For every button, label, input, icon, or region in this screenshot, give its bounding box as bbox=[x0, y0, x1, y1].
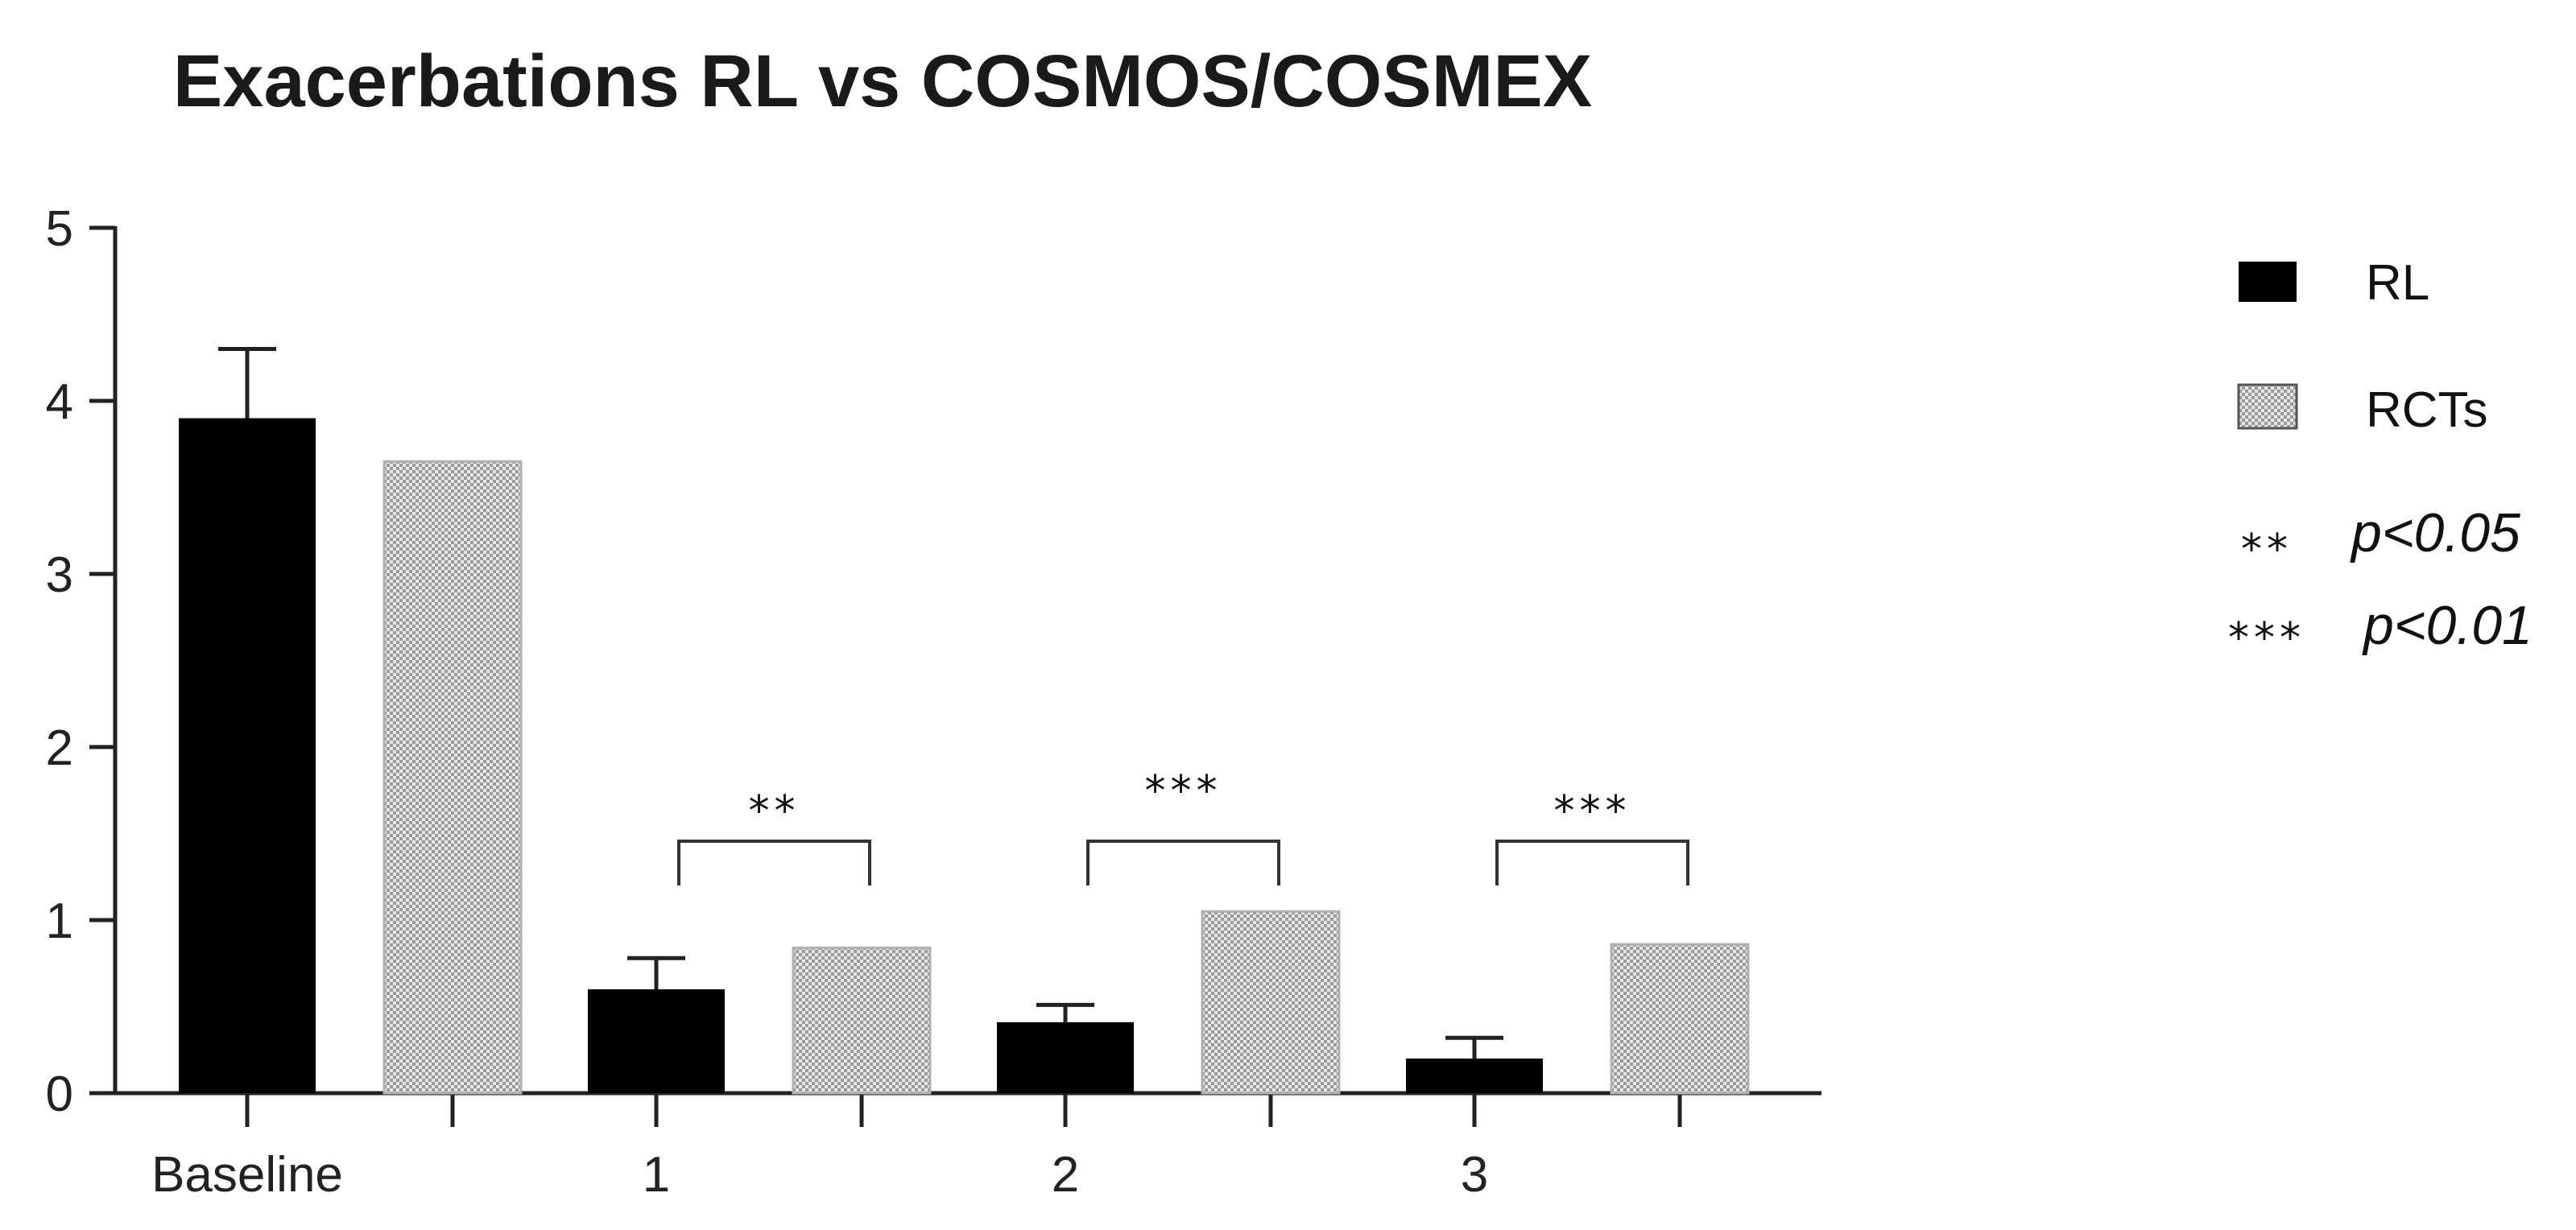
significance-bracket bbox=[677, 840, 871, 885]
bar-rcts bbox=[1610, 943, 1750, 1095]
y-tick-label: 0 bbox=[46, 1067, 73, 1122]
bar-rcts bbox=[792, 946, 932, 1095]
y-tick-label: 5 bbox=[46, 201, 73, 257]
significance-marker: *** bbox=[1145, 767, 1222, 815]
y-tick-label: 1 bbox=[46, 894, 73, 949]
significance-annotations: ** *** *** bbox=[677, 767, 1689, 885]
significance-marker: ** bbox=[749, 787, 800, 836]
bars bbox=[179, 347, 1750, 1095]
legend-text-p01: p<0.01 bbox=[2362, 595, 2533, 656]
bar-rl bbox=[997, 1022, 1134, 1093]
legend-label-rcts: RCTs bbox=[2366, 382, 2488, 438]
legend-marker-p05: ** bbox=[2241, 526, 2293, 574]
legend-marker-p01: *** bbox=[2228, 614, 2305, 662]
significance-marker: *** bbox=[1554, 787, 1631, 836]
y-tick-label: 2 bbox=[46, 720, 73, 776]
significance-bracket bbox=[1495, 840, 1689, 885]
bar-rl bbox=[179, 418, 316, 1093]
bar-rcts bbox=[382, 460, 523, 1095]
legend-swatch-rcts bbox=[2237, 383, 2298, 430]
legend-text-p05: p<0.05 bbox=[2350, 502, 2520, 563]
bar-rl bbox=[588, 989, 725, 1093]
y-tick-label: 3 bbox=[46, 547, 73, 603]
bar-rl bbox=[1406, 1059, 1543, 1093]
legend-swatch-rl bbox=[2239, 262, 2297, 302]
y-tick-label: 4 bbox=[46, 374, 73, 430]
significance-bracket bbox=[1086, 840, 1280, 885]
chart-title: Exacerbations RL vs COSMOS/COSMEX bbox=[173, 40, 1592, 122]
bar-rcts bbox=[1201, 910, 1341, 1095]
legend: RL RCTs ** p<0.05 *** p<0.01 bbox=[2228, 255, 2533, 662]
legend-label-rl: RL bbox=[2366, 255, 2429, 311]
x-tick-label: 3 bbox=[1461, 1147, 1488, 1203]
x-tick-label: 1 bbox=[643, 1147, 670, 1203]
x-tick-label: Baseline bbox=[151, 1147, 343, 1203]
x-tick-label: 2 bbox=[1052, 1147, 1079, 1203]
